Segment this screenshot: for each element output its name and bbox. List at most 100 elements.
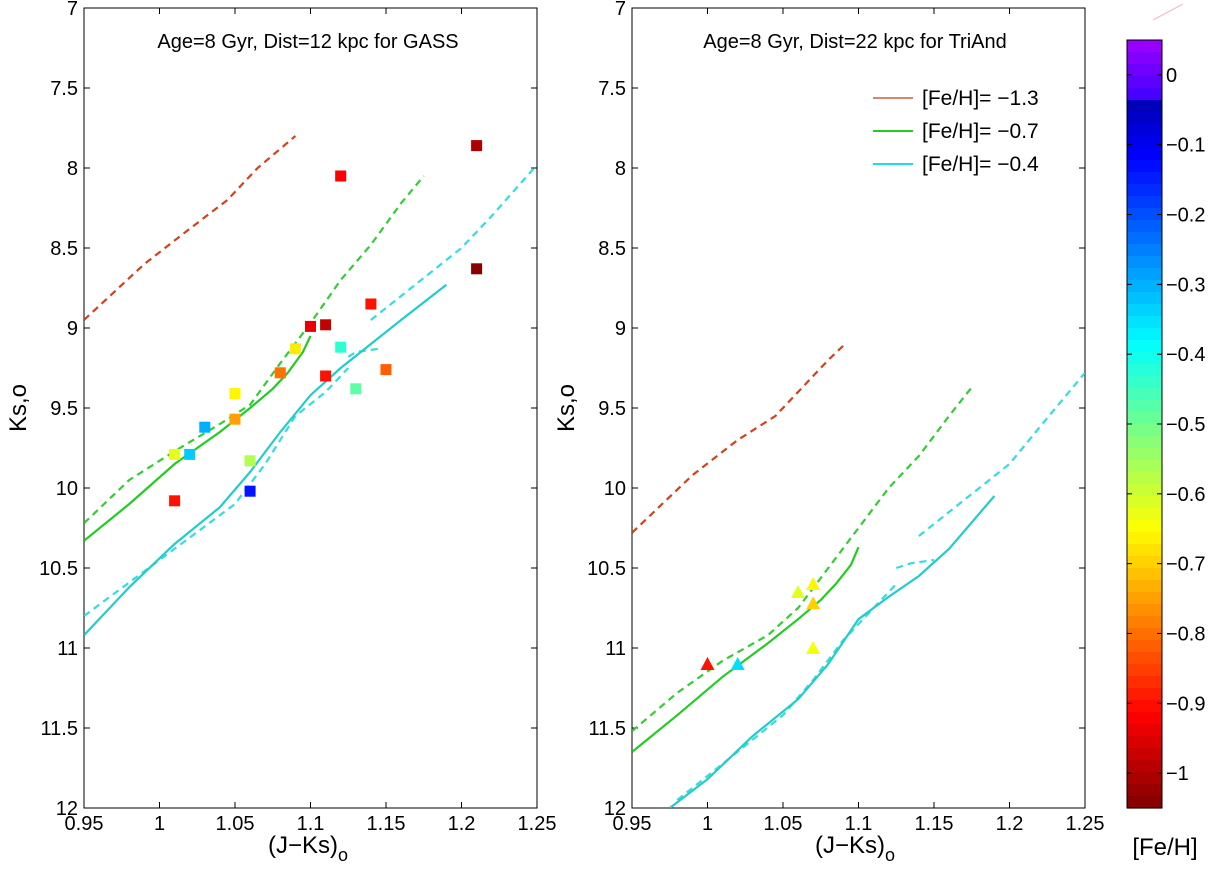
- star-marker-square: [350, 383, 362, 395]
- star-marker-square: [229, 413, 241, 425]
- colorbar-band: [1127, 112, 1162, 125]
- colorbar-band: [1127, 388, 1162, 401]
- colorbar-band: [1127, 640, 1162, 653]
- colorbar-band: [1127, 232, 1162, 245]
- colorbar-tick-label: −0.7: [1166, 554, 1205, 576]
- x-tick-label: 1: [702, 813, 713, 835]
- star-marker-square: [471, 140, 483, 152]
- y-tick-label: 7: [67, 0, 78, 20]
- colorbar-tick-label: −0.3: [1166, 274, 1205, 296]
- y-tick-label: 7: [615, 0, 626, 20]
- x-tick-label: 1.05: [216, 813, 255, 835]
- colorbar-band: [1127, 124, 1162, 137]
- isochrone-solid-line: [669, 495, 996, 808]
- star-marker-square: [274, 367, 286, 379]
- star-marker-triangle: [806, 641, 821, 654]
- x-tick-label: 1: [154, 813, 165, 835]
- colorbar-band: [1127, 268, 1162, 281]
- star-marker-square: [305, 320, 316, 332]
- y-tick-label: 7.5: [598, 78, 626, 100]
- colorbar-band: [1127, 412, 1162, 425]
- x-tick-label: 1.15: [367, 813, 406, 835]
- star-marker-square: [471, 263, 483, 275]
- x-tick-label: 1.25: [1066, 813, 1105, 835]
- left-ylabel: Ks,o: [5, 384, 32, 432]
- isochrone-dashed-line: [895, 558, 935, 570]
- colorbar-band: [1127, 88, 1162, 101]
- star-marker-square: [169, 495, 181, 507]
- isochrone-dashed-line: [632, 386, 973, 733]
- colorbar-band: [1127, 304, 1162, 317]
- colorbar-band: [1127, 592, 1162, 605]
- isochrone-dashed-line: [632, 344, 845, 534]
- y-tick-label: 8: [615, 158, 626, 180]
- x-tick-label: 1.15: [915, 813, 954, 835]
- colorbar-band: [1127, 532, 1162, 545]
- isochrone-solid-line: [84, 335, 312, 542]
- colorbar-tick-label: −0.5: [1166, 414, 1205, 436]
- data-points: [169, 140, 483, 507]
- star-marker-triangle: [791, 585, 806, 598]
- y-tick-label: 12: [56, 798, 78, 820]
- colorbar-band: [1127, 448, 1162, 461]
- star-marker-square: [184, 448, 196, 460]
- colorbar-band: [1127, 664, 1162, 677]
- y-tick-label: 9.5: [50, 398, 78, 420]
- colorbar-band: [1127, 160, 1162, 173]
- colorbar-band: [1127, 568, 1162, 581]
- isochrone-dashed-line: [370, 164, 537, 321]
- left-xlabel-sub: o: [338, 845, 348, 865]
- x-tick-label: 1.05: [764, 813, 803, 835]
- y-tick-label: 8.5: [598, 238, 626, 260]
- star-marker-square: [320, 319, 332, 331]
- colorbar-band: [1127, 400, 1162, 413]
- x-tick-label: 1.25: [518, 813, 557, 835]
- colorbar-band: [1127, 760, 1162, 773]
- decorative-stroke: [1152, 3, 1184, 21]
- star-marker-square: [244, 455, 256, 467]
- x-tick-label: 0.95: [65, 813, 104, 835]
- colorbar-band: [1127, 472, 1162, 485]
- colorbar-label: [Fe/H]: [1132, 834, 1197, 861]
- y-tick-label: 10: [56, 478, 78, 500]
- colorbar-band: [1127, 172, 1162, 185]
- y-tick-label: 11: [57, 638, 78, 660]
- right-xlabel: (J−Ks)o: [815, 832, 895, 865]
- y-tick-label: 9: [615, 318, 626, 340]
- colorbar-band: [1127, 424, 1162, 437]
- isochrone-solid-line: [632, 546, 860, 753]
- right-xlabel-main: (J−Ks): [815, 832, 885, 859]
- x-tick-label: 1.2: [996, 813, 1024, 835]
- y-tick-label: 11.5: [589, 718, 626, 740]
- star-marker-square: [335, 341, 347, 353]
- colorbar: [Fe/H] 0 −0.1 −0.2 −0.3 −0.4 −0.5 −0.6 −0.7 −0.8…: [1126, 3, 1205, 861]
- legend-entry: [Fe/H]= −0.4: [922, 153, 1039, 176]
- star-marker-square: [335, 170, 347, 182]
- right-panel-triand: Age=8 Gyr, Dist=22 kpc for TriAnd Ks,o (…: [553, 0, 1104, 865]
- colorbar-band: [1127, 712, 1162, 725]
- y-tick-label: 11.5: [41, 718, 78, 740]
- x-tick-label: 1.2: [448, 813, 476, 835]
- colorbar-band: [1127, 796, 1162, 809]
- left-panel-title: Age=8 Gyr, Dist=12 kpc for GASS: [157, 31, 458, 53]
- data-points: [700, 577, 821, 670]
- colorbar-tick-label: −0.2: [1166, 205, 1205, 227]
- colorbar-band: [1127, 208, 1162, 221]
- colorbar-band: [1127, 580, 1162, 593]
- isochrone-dashed-line: [347, 347, 379, 358]
- isochrone-lines: [632, 344, 1085, 808]
- star-marker-square: [365, 298, 377, 310]
- colorbar-band: [1127, 184, 1162, 197]
- star-marker-square: [244, 485, 256, 497]
- colorbar-band: [1127, 496, 1162, 509]
- legend: [Fe/H]= −1.3 [Fe/H]= −0.7 [Fe/H]= −0.4: [873, 87, 1039, 176]
- y-tick-label: 8: [67, 158, 78, 180]
- y-tick-label: 10.5: [39, 558, 78, 580]
- colorbar-band: [1127, 196, 1162, 209]
- colorbar-band: [1127, 748, 1162, 761]
- colorbar-band: [1127, 700, 1162, 713]
- colorbar-band: [1127, 328, 1162, 341]
- star-marker-triangle: [730, 657, 745, 670]
- colorbar-tick-label: 0: [1166, 65, 1177, 87]
